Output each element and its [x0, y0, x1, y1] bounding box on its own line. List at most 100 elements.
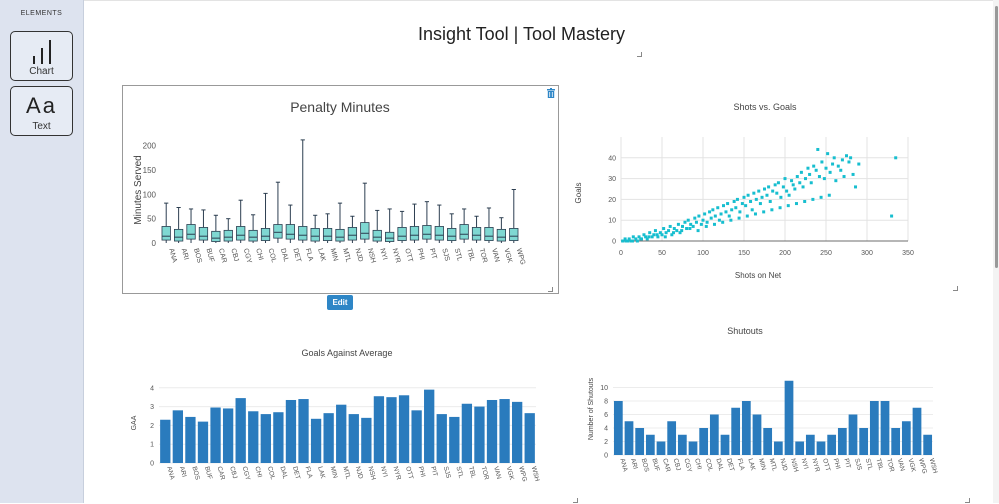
shots-point — [667, 229, 671, 233]
shutouts-x-tick: TBL — [874, 458, 884, 472]
penalty-y-tick: 200 — [143, 142, 157, 151]
shots-point — [746, 193, 750, 197]
scrollbar-thumb[interactable] — [995, 6, 998, 268]
shutouts-x-tick: ARI — [629, 458, 639, 470]
shots-point — [811, 197, 815, 201]
shots-point — [735, 197, 739, 201]
gaa-x-tick: TBL — [467, 466, 477, 480]
page-title[interactable]: Insight Tool | Tool Mastery — [417, 24, 626, 44]
penalty-x-tick: BUF — [205, 248, 215, 263]
shots-point — [683, 220, 687, 224]
shots-point — [793, 187, 797, 191]
sidebar-header: ELEMENTS — [20, 10, 63, 17]
penalty-x-tick: TBL — [465, 248, 475, 262]
shots-point — [785, 189, 789, 193]
penalty-y-tick: 0 — [152, 239, 157, 248]
shots-point — [745, 214, 749, 218]
shutouts-x-tick: WPG — [917, 458, 928, 475]
gaa-bar — [436, 414, 447, 463]
shots-point — [645, 237, 649, 241]
shots-point — [670, 233, 674, 237]
gaa-x-tick: BOS — [190, 466, 200, 482]
penalty-x-tick: NJD — [353, 248, 363, 263]
text-tool-label: Text — [32, 121, 51, 132]
shots-point — [623, 237, 627, 241]
gaa-bar — [248, 411, 259, 463]
shots-point — [814, 168, 818, 172]
shots-point — [832, 156, 836, 160]
shots-x-tick: 0 — [619, 250, 623, 257]
bar-chart-icon — [33, 40, 51, 64]
gaa-x-tick: ARI — [178, 466, 188, 478]
gaa-x-tick: NSH — [366, 466, 376, 481]
shots-point — [703, 212, 707, 216]
shutouts-x-tick: OTT — [821, 458, 831, 472]
shots-point — [750, 208, 754, 212]
shutouts-x-tick: ANA — [618, 458, 628, 473]
shutouts-resize-handle[interactable] — [965, 498, 970, 503]
shots-point — [894, 156, 898, 160]
shots-x-axis-label: Shots on Net — [735, 271, 782, 280]
shutouts-bar — [635, 428, 645, 455]
shots-y-tick: 30 — [608, 176, 616, 183]
penalty-box — [186, 224, 196, 240]
shutouts-x-tick: CAR — [661, 458, 671, 473]
shots-point — [775, 191, 779, 195]
penalty-resize-handle[interactable] — [548, 287, 553, 292]
shots-point — [629, 239, 633, 243]
shots-point — [758, 202, 762, 206]
shots-x-tick: 300 — [861, 250, 873, 257]
shutouts-bar — [752, 414, 762, 455]
shots-point — [827, 193, 831, 197]
shots-point — [663, 235, 667, 239]
shutouts-y-tick: 10 — [600, 385, 608, 392]
shots-point — [762, 210, 766, 214]
penalty-box — [471, 227, 482, 241]
shots-point — [631, 235, 635, 239]
penalty-x-tick: OTT — [403, 248, 414, 264]
gaa-bar — [197, 421, 209, 463]
penalty-x-tick: FLA — [304, 248, 314, 263]
shots-point — [765, 193, 769, 197]
penalty-x-tick: PIT — [428, 248, 438, 261]
shots-point — [652, 233, 656, 237]
shots-point — [752, 191, 756, 195]
penalty-box — [248, 229, 258, 242]
shutouts-x-tick: CBJ — [672, 458, 682, 472]
shots-point — [820, 160, 824, 164]
gaa-x-tick: FLA — [304, 466, 314, 480]
gaa-x-tick: WSH — [530, 466, 541, 483]
shots-resize-handle[interactable] — [953, 286, 958, 291]
penalty-x-tick: ANA — [167, 248, 178, 264]
shots-point — [734, 206, 738, 210]
shutouts-bar — [741, 401, 751, 455]
shots-point — [817, 175, 821, 179]
penalty-x-tick: ARI — [180, 248, 190, 261]
shots-point — [849, 156, 853, 160]
shots-point — [697, 214, 701, 218]
shutouts-y-tick: 4 — [604, 426, 608, 433]
shots-point — [767, 185, 771, 189]
shots-point — [847, 160, 851, 164]
text-tool-button[interactable]: Aa Text — [10, 86, 73, 136]
penalty-box — [422, 225, 432, 240]
trash-icon[interactable] — [546, 88, 556, 98]
penalty-box — [223, 229, 233, 242]
shutouts-x-tick: CHI — [693, 458, 703, 471]
shots-point — [694, 220, 698, 224]
penalty-box — [447, 228, 457, 241]
gaa-y-tick: 1 — [150, 442, 154, 449]
gaa-x-tick: NYI — [379, 466, 389, 478]
penalty-x-tick: WPG — [515, 248, 526, 266]
gaa-chart-title: Goals Against Average — [302, 348, 393, 358]
edit-button[interactable]: Edit — [327, 295, 353, 310]
shots-point — [685, 227, 689, 231]
gaa-x-tick: COL — [266, 466, 276, 481]
shutouts-x-tick: VGK — [906, 458, 916, 474]
chart-tool-button[interactable]: Chart — [10, 31, 73, 81]
penalty-chart-panel[interactable] — [122, 85, 559, 294]
shutouts-chart-title: Shutouts — [727, 326, 763, 336]
title-resize-handle[interactable] — [637, 52, 642, 57]
shots-y-tick: 0 — [612, 239, 616, 246]
shots-point — [836, 164, 840, 168]
